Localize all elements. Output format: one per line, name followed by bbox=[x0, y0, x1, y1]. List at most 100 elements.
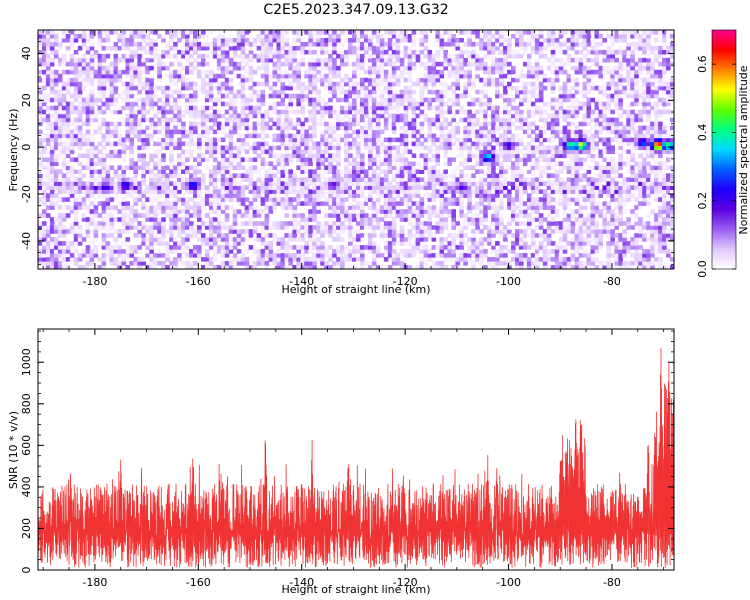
spectrogram-cell bbox=[459, 189, 464, 194]
spectrogram-cell bbox=[431, 69, 437, 75]
spectrogram-cell bbox=[69, 121, 75, 127]
spectrogram-cell bbox=[395, 253, 401, 258]
spectrogram-cell bbox=[224, 213, 230, 218]
spectrogram-cell bbox=[487, 161, 492, 167]
spectrogram-cell bbox=[113, 97, 119, 103]
spectrogram-cell bbox=[419, 49, 425, 55]
spectrogram-cell bbox=[336, 237, 341, 242]
spectrogram-cell bbox=[81, 181, 87, 186]
spectrogram-cell bbox=[518, 245, 524, 250]
spectrogram-cell bbox=[248, 201, 254, 206]
spectrogram-cell bbox=[41, 33, 47, 39]
spectrogram-cell bbox=[113, 229, 119, 234]
spectrogram-cell bbox=[371, 49, 377, 55]
spectrogram-cell bbox=[89, 209, 95, 214]
spectrogram-cell bbox=[169, 205, 174, 210]
spectrogram-cell bbox=[141, 65, 146, 71]
spectrogram-cell bbox=[411, 129, 417, 135]
spectrogram-cell bbox=[177, 153, 182, 159]
spectrogram-cell bbox=[105, 65, 111, 71]
spectrogram-cell bbox=[483, 69, 488, 75]
spectrogram-cell bbox=[177, 221, 182, 226]
spectrogram-cell bbox=[312, 41, 317, 47]
spectrogram-cell bbox=[89, 241, 95, 246]
spectrogram-cell bbox=[356, 141, 361, 147]
spectrogram-cell bbox=[439, 217, 445, 222]
spectrogram-cell bbox=[224, 193, 230, 198]
spectrogram-cell bbox=[518, 221, 524, 226]
spectrogram-cell bbox=[495, 57, 500, 63]
spectrogram-cell bbox=[81, 73, 87, 79]
spectrogram-cell bbox=[57, 241, 63, 246]
spectrogram-cell bbox=[38, 137, 43, 143]
spectrogram-cell bbox=[89, 45, 95, 51]
spectrogram-cell bbox=[200, 181, 206, 186]
spectrogram-cell bbox=[41, 133, 47, 139]
spectrogram-cell bbox=[45, 69, 51, 75]
spectrogram-cell bbox=[125, 125, 131, 131]
spectrogram-cell bbox=[371, 89, 377, 95]
spectrogram-cell bbox=[340, 30, 345, 35]
spectrogram-cell bbox=[101, 237, 107, 242]
spectrogram-cell bbox=[467, 197, 472, 202]
spectrogram-cell bbox=[161, 125, 166, 131]
spectrogram-cell bbox=[228, 45, 234, 51]
spectrogram-cell bbox=[268, 153, 274, 159]
spectrogram-cell bbox=[197, 157, 202, 163]
spectrogram-cell bbox=[467, 133, 472, 139]
spectrogram-cell bbox=[129, 245, 135, 250]
spectrogram-cell bbox=[455, 125, 460, 131]
spectrogram-cell bbox=[316, 161, 321, 167]
spectrogram-cell bbox=[352, 265, 357, 269]
spectrogram-cell bbox=[371, 185, 377, 190]
spectrogram-cell bbox=[240, 197, 246, 202]
spectrogram-cell bbox=[81, 205, 87, 210]
spectrogram-cell bbox=[157, 193, 162, 198]
spectrogram-cell bbox=[332, 121, 337, 127]
spectrogram-cell bbox=[411, 113, 417, 119]
spectrogram-cell bbox=[232, 93, 238, 99]
spectrogram-cell bbox=[101, 261, 107, 266]
spectrogram-cell bbox=[41, 93, 47, 99]
spectrogram-cell bbox=[459, 49, 464, 55]
spectrogram-cell bbox=[387, 113, 393, 119]
spectrogram-cell bbox=[320, 189, 325, 194]
spectrogram-cell bbox=[137, 41, 142, 47]
spectrogram-cell bbox=[264, 30, 270, 35]
spectrogram-cell bbox=[45, 233, 51, 238]
spectrogram-cell bbox=[459, 145, 464, 151]
spectrogram-cell bbox=[165, 201, 170, 206]
spectrogram-cell bbox=[491, 137, 496, 143]
spectrogram-cell bbox=[467, 137, 472, 143]
spectrogram-cell bbox=[204, 237, 210, 242]
spectrogram-cell bbox=[49, 125, 55, 131]
spectrogram-cell bbox=[375, 41, 381, 47]
spectrogram-cell bbox=[340, 89, 345, 95]
spectrogram-cell bbox=[61, 81, 67, 87]
spectrogram-cell bbox=[300, 261, 305, 266]
spectrogram-cell bbox=[236, 121, 242, 127]
spectrogram-cell bbox=[228, 225, 234, 230]
spectrogram-cell bbox=[61, 125, 67, 131]
spectrogram-cell bbox=[113, 205, 119, 210]
spectrogram-cell bbox=[316, 153, 321, 159]
spectrogram-cell bbox=[375, 145, 381, 151]
spectrogram-cell bbox=[208, 201, 214, 206]
spectrogram-cell bbox=[53, 97, 59, 103]
spectrogram-cell bbox=[292, 133, 297, 139]
spectrogram-cell bbox=[101, 121, 107, 127]
spectrogram-cell bbox=[85, 117, 91, 123]
spectrogram-cell bbox=[129, 153, 135, 159]
spectrogram-cell bbox=[387, 45, 393, 51]
spectrogram-cell bbox=[367, 45, 373, 51]
spectrogram-cell bbox=[367, 37, 373, 43]
spectrogram-cell bbox=[439, 137, 445, 143]
spectrogram-cell bbox=[431, 261, 437, 266]
spectrogram-cell bbox=[236, 41, 242, 47]
spectrogram-cell bbox=[503, 153, 508, 159]
spectrogram-cell bbox=[308, 61, 313, 67]
spectrogram-cell bbox=[403, 65, 409, 71]
spectrogram-cell bbox=[101, 81, 107, 87]
spectrogram-cell bbox=[363, 169, 369, 174]
spectrogram-cell bbox=[435, 181, 441, 186]
